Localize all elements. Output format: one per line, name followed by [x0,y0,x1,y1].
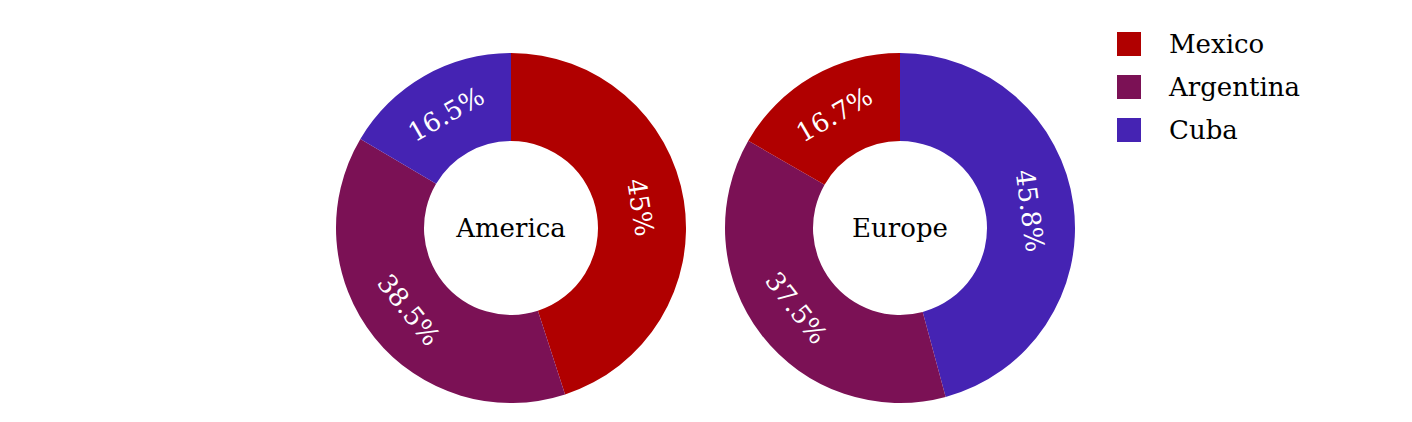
html-text:America: America [456,213,566,243]
svg-text:16.5%: 16.5% [403,81,490,148]
svg-text:45.8%: 45.8% [1010,168,1051,254]
html-text:Europe: Europe [852,213,948,243]
svg-text:45%: 45% [621,177,660,239]
html-text:Mexico: Mexico [1169,28,1265,59]
svg-text:38.5%: 38.5% [371,268,446,351]
html-text:Argentina: Argentina [1169,71,1300,102]
html-text:Cuba: Cuba [1169,114,1238,145]
svg-text:37.5%: 37.5% [759,266,833,350]
svg-text:16.7%: 16.7% [791,81,878,148]
